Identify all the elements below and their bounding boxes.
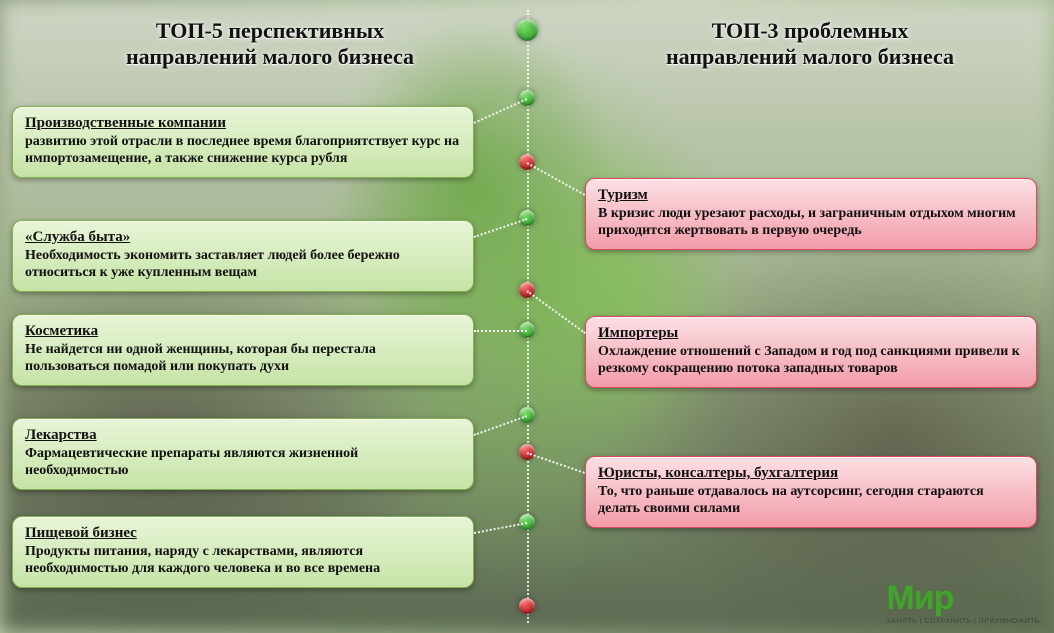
left-card-1-desc: Необходимость экономить заставляет людей…	[25, 248, 461, 281]
timeline-node-6	[519, 407, 535, 423]
left-connector-1	[474, 218, 528, 238]
heading-left-line2: направлений малого бизнеса	[126, 44, 414, 69]
logo-tagline: ЗАНЯТЬ | СОХРАНИТЬ | ПРИУМНОЖИТЬ	[886, 618, 1040, 625]
heading-left: ТОП-5 перспективных направлений малого б…	[110, 18, 430, 71]
right-card-2: Юристы, консалтеры, бухгалтерия То, что р…	[585, 456, 1037, 528]
left-card-0-desc: развитию этой отрасли в последнее время …	[25, 134, 461, 167]
left-connector-3	[474, 415, 528, 436]
left-card-0-title: Производственные компании	[25, 115, 461, 132]
left-card-2: Косметика Не найдется ни одной женщины, к…	[12, 314, 474, 386]
right-card-0-title: Туризм	[598, 187, 1024, 204]
timeline-node-0	[516, 19, 538, 41]
heading-right-line1: ТОП-3 проблемных	[712, 18, 909, 43]
logo-fin: Фин	[953, 579, 1020, 618]
left-card-3-title: Лекарства	[25, 427, 461, 444]
left-card-4-desc: Продукты питания, наряду с лекарствами, …	[25, 544, 461, 577]
left-card-4: Пищевой бизнес Продукты питания, наряду с…	[12, 516, 474, 588]
timeline-node-1	[519, 90, 535, 106]
left-card-2-desc: Не найдется ни одной женщины, которая бы…	[25, 342, 461, 375]
right-card-2-title: Юристы, консалтеры, бухгалтерия	[598, 465, 1024, 482]
logo: Мир Фин ЗАНЯТЬ | СОХРАНИТЬ | ПРИУМНОЖИТЬ	[886, 579, 1040, 625]
heading-left-line1: ТОП-5 перспективных	[156, 18, 384, 43]
left-card-0: Производственные компании развитию этой о…	[12, 106, 474, 178]
left-card-4-title: Пищевой бизнес	[25, 525, 461, 542]
right-card-0: Туризм В кризис люди урезают расходы, и з…	[585, 178, 1037, 250]
right-connector-0	[527, 162, 586, 196]
heading-right-line2: направлений малого бизнеса	[666, 44, 954, 69]
right-card-1: Импортеры Охлаждение отношений с Западом …	[585, 316, 1037, 388]
right-connector-2	[527, 452, 586, 474]
logo-mir: Мир	[886, 579, 953, 618]
left-card-3: Лекарства Фармацевтические препараты явля…	[12, 418, 474, 490]
left-connector-0	[474, 98, 528, 124]
right-card-0-desc: В кризис люди урезают расходы, и заграни…	[598, 206, 1024, 239]
right-card-1-title: Импортеры	[598, 325, 1024, 342]
right-card-1-desc: Охлаждение отношений с Западом и год под…	[598, 344, 1024, 377]
left-card-2-title: Косметика	[25, 323, 461, 340]
right-connector-1	[526, 290, 585, 334]
timeline-node-9	[519, 598, 535, 614]
heading-right: ТОП-3 проблемных направлений малого бизн…	[650, 18, 970, 71]
left-card-1-title: «Служба быта»	[25, 229, 461, 246]
infographic-stage: ТОП-5 перспективных направлений малого б…	[0, 0, 1054, 633]
left-connector-4	[474, 522, 527, 534]
left-card-3-desc: Фармацевтические препараты являются жизн…	[25, 446, 461, 479]
right-card-2-desc: То, что раньше отдавалось на аутсорсинг,…	[598, 484, 1024, 517]
left-card-1: «Служба быта» Необходимость экономить зас…	[12, 220, 474, 292]
timeline-node-3	[519, 210, 535, 226]
left-connector-2	[474, 330, 527, 332]
